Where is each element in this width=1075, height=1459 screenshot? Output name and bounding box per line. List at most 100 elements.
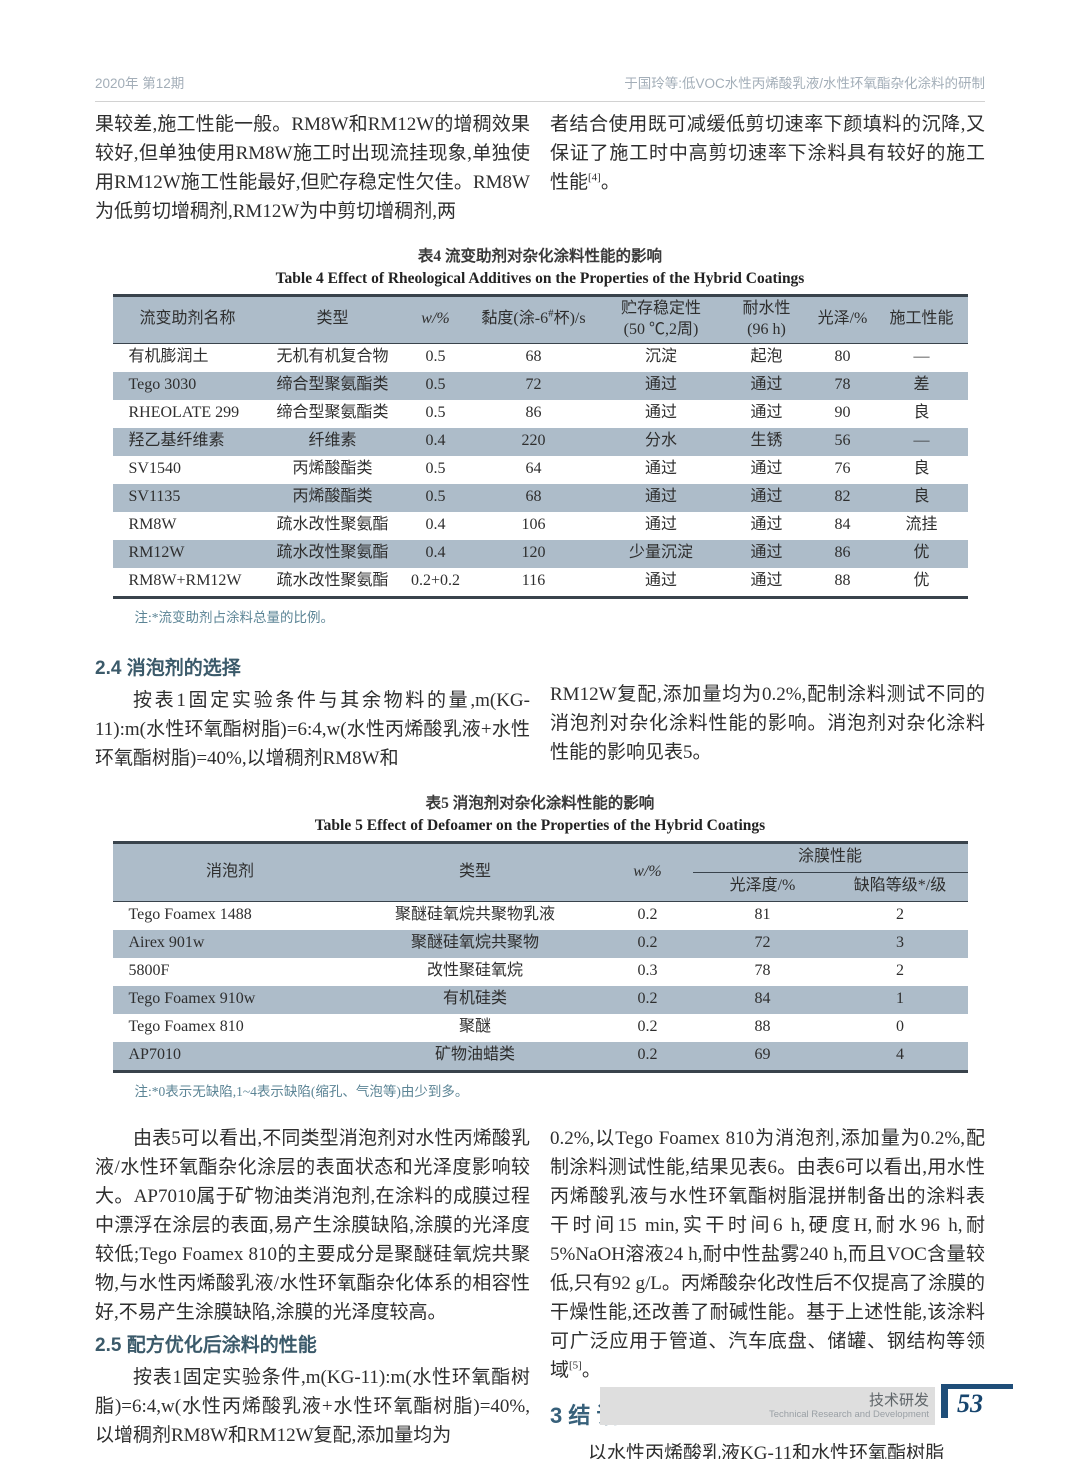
table-cell: 0.2 — [637, 1046, 658, 1064]
table5-body: Tego Foamex 1488 聚醚硅氧烷共聚物乳液 0.2 81 2 Airex 90… — [112, 901, 968, 1072]
table-cell: 羟乙基纤维素 — [128, 432, 225, 450]
table-cell: SV1135 — [128, 488, 181, 506]
table-row: Tego Foamex 1488 聚醚硅氧烷共聚物乳液 0.2 81 2 — [113, 901, 968, 930]
page-number-top-bar — [941, 1384, 1013, 1389]
table-row: Airex 901w 聚醚硅氧烷共聚物 0.2 72 3 — [112, 929, 968, 958]
table-cell: RM8W — [128, 516, 177, 534]
table-cell: 良 — [913, 404, 930, 422]
table-cell: 通过 — [750, 460, 783, 478]
running-title: 于国玲等:低VOC水性丙烯酸乳液/水性环氧酯杂化涂料的研制 — [624, 76, 985, 91]
table-cell: 丙烯酸酯类 — [292, 460, 373, 478]
table-cell: 通过 — [750, 544, 783, 562]
section24-left-paragraph: 按表1固定实验条件与其余物料的量,m(KG-11):m(水性环氧酯树脂)=6:4… — [95, 689, 530, 769]
table-cell: 106 — [521, 516, 546, 534]
table-cell: 通过 — [644, 488, 677, 506]
table-row: RM8W+RM12W 疏水改性聚氨酯 0.2+0.2 116 通过 通过 88 优 — [113, 568, 968, 598]
page-number-block: 53 — [941, 1384, 1019, 1426]
table-cell: 通过 — [750, 404, 783, 422]
table-cell: 220 — [521, 432, 546, 450]
table-cell: 通过 — [750, 572, 783, 590]
table-cell: 2 — [896, 906, 904, 924]
table-cell: 68 — [525, 488, 542, 506]
section24-heading: 2.4 消泡剂的选择 — [95, 657, 241, 679]
table-row: RHEOLATE 299 缔合型聚氨酯类 0.5 86 通过 通过 90 良 — [113, 400, 968, 428]
table-cell: 56 — [834, 432, 851, 450]
table-cell: 90 — [834, 404, 851, 422]
table-cell: 86 — [834, 544, 851, 562]
table-cell: 流挂 — [905, 516, 938, 534]
table-cell: 少量沉淀 — [628, 544, 693, 562]
table-cell: SV1540 — [128, 460, 181, 478]
table-cell: 0.2 — [637, 906, 658, 924]
table-cell: 优 — [913, 544, 930, 562]
footer-section-label-cn: 技术研发 — [868, 1391, 929, 1409]
col-header-defoamer: 消泡剂 — [205, 862, 254, 880]
table5-block: 表5 消泡剂对杂化涂料性能的影响 Table 5 Effect of Defoa… — [112, 791, 968, 1100]
intro-left-paragraph: 果较差,施工性能一般。RM8W和RM12W的增稠效果较好,但单独使用RM8W施工… — [95, 114, 530, 222]
table-cell: 64 — [525, 460, 542, 478]
discussion-left-paragraph: 由表5可以看出,不同类型消泡剂对水性丙烯酸乳液/水性环氧酯杂化涂层的表面状态和光… — [95, 1127, 530, 1323]
table-cell: RM8W+RM12W — [128, 572, 242, 590]
table-cell: 0.4 — [425, 544, 446, 562]
table-cell: 聚醚硅氧烷共聚物乳液 — [394, 906, 555, 924]
section25-paragraph: 按表1固定实验条件,m(KG-11):m(水性环氧酯树脂)=6:4,w(水性丙烯… — [95, 1366, 530, 1446]
table-cell: 丙烯酸酯类 — [292, 488, 373, 506]
table-cell: 优 — [913, 572, 930, 590]
page-number-side-bar — [941, 1384, 948, 1418]
col-header-defect-grade: 缺陷等级*/级 — [853, 877, 947, 895]
table-cell: RHEOLATE 299 — [128, 404, 240, 422]
table5-footnote: 注:*0表示无缺陷,1~4表示缺陷(缩孔、气泡等)由少到多。 — [134, 1083, 469, 1099]
table4-header: 流变助剂名称 类型 w/% 黏度(涂-6#杯)/s 贮存稳定性 (50 ℃,2周… — [112, 295, 968, 344]
table-cell: 疏水改性聚氨酯 — [276, 572, 389, 590]
table-cell: 有机膨润土 — [128, 348, 209, 366]
col-header-additive: 流变助剂名称 — [139, 310, 236, 328]
table-cell: 通过 — [644, 516, 677, 534]
table-cell: 通过 — [750, 376, 783, 394]
table-row: RM12W 疏水改性聚氨酯 0.4 120 少量沉淀 通过 86 优 — [112, 539, 968, 568]
table-cell: 88 — [754, 1018, 771, 1036]
table-cell: 0.4 — [425, 432, 446, 450]
table-row: Tego 3030 缔合型聚氨酯类 0.5 72 通过 通过 78 差 — [112, 371, 968, 400]
table-cell: 通过 — [750, 516, 783, 534]
table-cell: 0.4 — [425, 516, 446, 534]
table-cell: Airex 901w — [128, 934, 205, 952]
table4-title-en: Table 4 Effect of Rheological Additives … — [275, 270, 805, 287]
col-header-water-resistance: 耐水性 (96 h) — [742, 300, 791, 338]
col-header-w: w/% — [633, 862, 662, 880]
intro-right-paragraph: 者结合使用既可减缓低剪切速率下颜填料的沉降,又保证了施工时中高剪切速率下涂料具有… — [550, 114, 985, 193]
footer-section-band: 技术研发 Technical Research and Development — [600, 1387, 935, 1425]
table-row: Tego Foamex 910w 有机硅类 0.2 84 1 — [112, 985, 968, 1014]
table-row: AP7010 矿物油蜡类 0.2 69 4 — [112, 1041, 968, 1072]
table-cell: 差 — [913, 376, 930, 394]
table-cell: 88 — [834, 572, 851, 590]
table-cell: 良 — [913, 460, 930, 478]
intro-right-column: 者结合使用既可减缓低剪切速率下颜填料的沉降,又保证了施工时中高剪切速率下涂料具有… — [550, 110, 985, 226]
table-cell: 通过 — [644, 460, 677, 478]
table-cell: 通过 — [644, 404, 677, 422]
table-cell: 通过 — [644, 376, 677, 394]
section3-paragraph: 以水性丙烯酸乳液KG-11和水性环氧酯树脂 — [588, 1442, 945, 1459]
table5-header: 消泡剂 类型 w/% 涂膜性能 光泽度/% 缺陷等级*/级 — [112, 842, 968, 902]
col-header-type: 类型 — [316, 310, 349, 328]
table-cell: 0.3 — [637, 962, 658, 980]
table-cell: 3 — [896, 934, 904, 952]
table-cell: 通过 — [644, 572, 677, 590]
table-row: 5800F 改性聚硅氧烷 0.3 78 2 — [113, 958, 968, 986]
table-cell: Tego Foamex 810 — [128, 1018, 244, 1036]
table-cell: — — [913, 348, 930, 366]
table-cell: 82 — [834, 488, 851, 506]
table-cell: 0.2 — [637, 1018, 658, 1036]
issue-info: 2020年 第12期 — [95, 76, 185, 91]
table4-body: 有机膨润土 无机有机复合物 0.5 68 沉淀 起泡 80 — Tego 3030 缔合型聚氨酯类… — [112, 343, 968, 598]
table-cell: 纤维素 — [308, 432, 357, 450]
table-cell: 缔合型聚氨酯类 — [276, 376, 389, 394]
table-cell: 0.5 — [425, 488, 446, 506]
discussion-left-column: 由表5可以看出,不同类型消泡剂对水性丙烯酸乳液/水性环氧酯杂化涂层的表面状态和光… — [95, 1124, 530, 1459]
table-cell: 0.5 — [425, 404, 446, 422]
table-cell: 80 — [834, 348, 851, 366]
table-cell: 0.2 — [637, 934, 658, 952]
table-row: RM8W 疏水改性聚氨酯 0.4 106 通过 通过 84 流挂 — [113, 512, 968, 540]
table-cell: 0.2+0.2 — [410, 572, 461, 590]
table-cell: 改性聚硅氧烷 — [426, 962, 523, 980]
citation-ref-5: [5] — [569, 1359, 582, 1372]
